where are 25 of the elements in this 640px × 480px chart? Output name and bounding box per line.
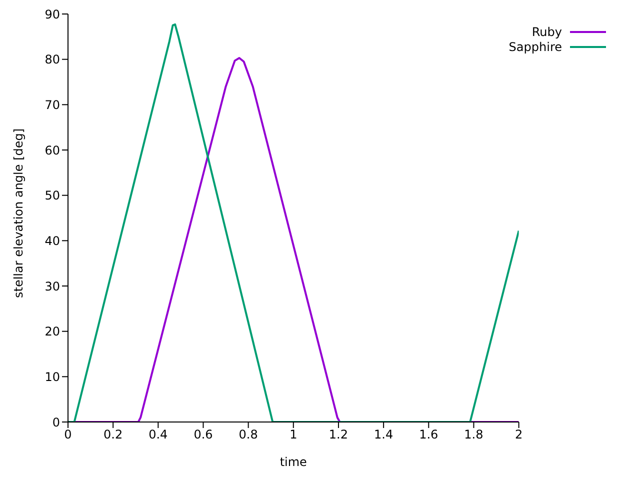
y-tick-label: 20 xyxy=(44,324,60,339)
y-tick-label: 40 xyxy=(44,234,60,248)
x-tick-label: 0.8 xyxy=(238,428,258,442)
x-tick-label: 0 xyxy=(64,428,72,442)
y-tick-label: 50 xyxy=(44,188,60,203)
x-tick-label: 0.4 xyxy=(148,428,168,442)
legend-label: Sapphire xyxy=(508,40,562,54)
y-tick-label: 0 xyxy=(52,415,60,430)
legend-label: Ruby xyxy=(532,24,562,38)
x-axis-title: time xyxy=(280,455,307,469)
x-tick-label: 1.6 xyxy=(419,428,438,442)
y-tick-label: 70 xyxy=(44,98,60,112)
x-tick-label: 0.2 xyxy=(104,428,123,442)
x-tick-label: 1.8 xyxy=(464,428,484,442)
y-tick-label: 90 xyxy=(44,7,60,22)
y-tick-label: 10 xyxy=(44,370,60,384)
y-tick-label: 60 xyxy=(44,143,60,158)
y-tick-label: 80 xyxy=(44,52,60,67)
y-axis-title: stellar elevation angle [deg] xyxy=(11,128,26,298)
x-tick-label: 1.2 xyxy=(328,428,348,442)
x-tick-label: 1 xyxy=(290,428,298,442)
x-tick-label: 2 xyxy=(514,428,523,442)
y-tick-label: 30 xyxy=(44,279,60,294)
x-tick-label: 1.4 xyxy=(374,428,394,442)
x-tick-label: 0.6 xyxy=(194,428,213,442)
